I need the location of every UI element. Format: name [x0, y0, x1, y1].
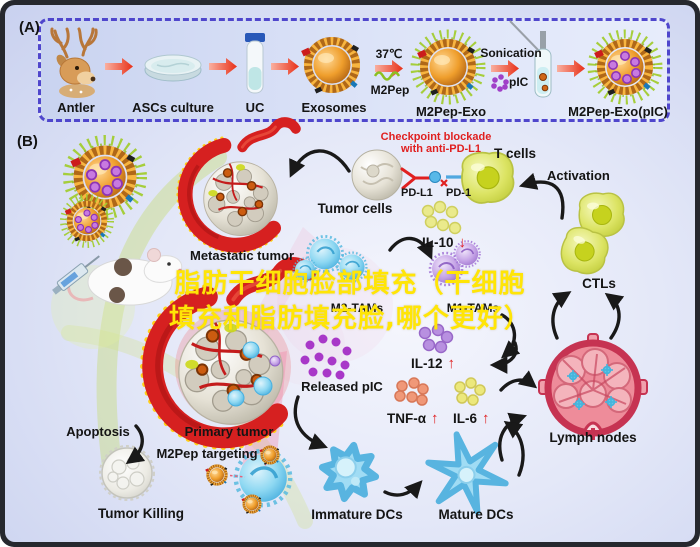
label-m2pep-targeting: M2Pep targeting: [156, 446, 258, 461]
label-tumor-killing: Tumor Killing: [98, 506, 184, 521]
petri-dish-icon: [144, 54, 202, 82]
arrow-to-lymph: [499, 370, 538, 392]
figure-artwork: [50, 20, 695, 529]
pic-dots-panel-a: [491, 74, 509, 92]
red-arrow-3: [271, 58, 299, 75]
flow-arrows: [125, 149, 625, 500]
label-antler: Antler: [57, 100, 95, 115]
arrow-immature-to-mature: [383, 480, 423, 500]
label-activation: Activation: [547, 168, 610, 183]
arrow-m1-down: [489, 341, 518, 374]
label-m2-tams: M2-TAMs: [330, 301, 384, 315]
label-temp: 37℃: [375, 47, 403, 61]
immature-dc-graphic: [318, 441, 380, 503]
uc-tube-icon: [245, 33, 265, 94]
label-t-cells: T cells: [494, 146, 537, 161]
label-metastatic-tumor: Metastatic tumor: [189, 248, 295, 263]
label-m2pep-exo-pic: M2Pep-Exo(pIC): [568, 104, 668, 119]
primary-tumor-cells-overlay: [227, 341, 281, 407]
red-arrow-5: [491, 60, 519, 77]
pd-complex-graphic: [400, 167, 469, 190]
label-released-pic: Released pIC: [301, 379, 383, 394]
arrow-pic-to-immaturedc: [293, 395, 328, 450]
pink-glow-2: [265, 305, 345, 385]
arrow-to-m2tams: [388, 236, 433, 260]
label-checkpoint-line2: with anti-PD-L1: [400, 143, 482, 155]
tnf-dots: [394, 377, 429, 406]
label-il6: IL-6 ↑: [453, 410, 490, 427]
mature-dc-graphic: [425, 431, 509, 515]
label-il12: IL-12 ↑: [411, 355, 456, 372]
lymph-node-graphic: [538, 333, 648, 440]
panel-b-tag: (B): [17, 133, 38, 150]
m2pep-targeting-graphic: [203, 445, 290, 516]
arrow-maturedc-to-il6: [503, 420, 525, 477]
sonication-tube-icon: [509, 20, 552, 98]
label-checkpoint-line1: Checkpoint blockade: [380, 131, 492, 143]
il10-dots: [421, 200, 462, 235]
label-mature-dcs: Mature DCs: [438, 507, 514, 522]
m2pep-squiggle: [373, 71, 401, 81]
antler-icon: [50, 27, 98, 98]
panel-a-tag: (A): [19, 19, 40, 36]
arrow-tumorcells-to-metastatic: [289, 149, 351, 178]
label-uc: UC: [245, 100, 265, 115]
arrow-lymph-to-ctl-1: [551, 291, 572, 340]
label-m2pep-exo: M2Pep-Exo: [415, 104, 487, 119]
label-pdl1: PD-L1: [401, 187, 433, 199]
red-arrow-2: [209, 58, 237, 75]
watermark: 脂肪干细胞脸部填充（干细胞 填充和脂肪填充脸,哪个更好）: [5, 267, 695, 337]
label-pic: pIC: [509, 75, 529, 89]
watermark-line2: 填充和脂肪填充脸,哪个更好）: [169, 304, 531, 334]
arrow-activation: [518, 172, 565, 220]
il6-up-arrow: ↑: [482, 410, 490, 427]
label-m2pep: M2Pep: [370, 83, 410, 97]
red-arrow-6: [557, 60, 585, 77]
watermark-line1: 脂肪干细胞脸部填充（干细胞: [174, 269, 526, 299]
mouse-icon: [67, 248, 183, 306]
il12-dots: [418, 323, 454, 354]
label-tumor-cells: Tumor cells: [317, 201, 393, 216]
il10-down-arrow: ↓: [458, 234, 467, 251]
label-sonication: Sonication: [480, 46, 542, 60]
label-lymph-nodes: Lymph nodes: [549, 430, 637, 445]
m2pep-exo-pic-icon: [592, 34, 658, 100]
label-immature-dcs: Immature DCs: [311, 507, 403, 522]
label-ctls: CTLs: [582, 276, 616, 291]
tumor-cells-graphic: [351, 149, 403, 201]
arrow-m2-to-m1: [500, 313, 521, 359]
label-exosomes: Exosomes: [301, 100, 367, 115]
label-tnf: TNF-α ↑: [387, 410, 439, 427]
tnf-up-arrow: ↑: [431, 410, 439, 427]
label-il10: IL-10 ↓: [422, 234, 467, 251]
label-apoptosis: Apoptosis: [66, 424, 130, 439]
figure-canvas: (A) Antler ASCs culture UC Exosomes M2Pe…: [5, 5, 695, 542]
syringe-icon: [52, 255, 100, 295]
label-m1-tams: M1-TAMs: [446, 301, 500, 315]
m2pep-exo-icon: [415, 34, 481, 100]
arrow-lymph-to-ctl-2: [604, 292, 625, 340]
il12-up-arrow: ↑: [447, 355, 456, 372]
label-primary-tumor: Primary tumor: [184, 424, 274, 439]
arrow-maturedc-to-lymph: [498, 412, 528, 462]
arrow-apoptosis: [125, 424, 146, 465]
label-ascs-culture: ASCs culture: [132, 100, 214, 115]
exosome-icon: [301, 41, 359, 94]
il6-dots: [454, 377, 486, 406]
red-arrow-1: [105, 58, 133, 75]
metastatic-tumor-graphic: [178, 122, 296, 252]
released-pic-dots: [300, 334, 352, 380]
label-pd1: PD-1: [446, 187, 472, 199]
